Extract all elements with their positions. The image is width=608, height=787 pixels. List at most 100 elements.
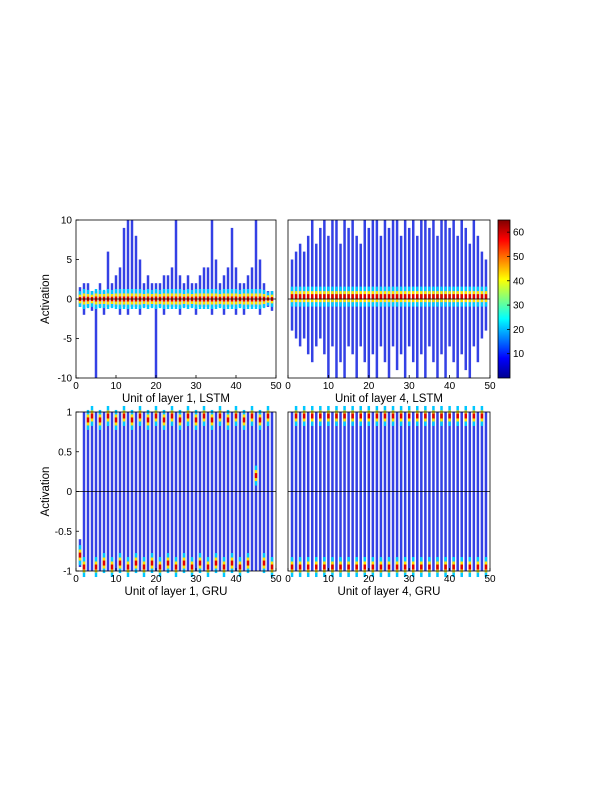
unit-column-3: [86, 409, 90, 571]
unit-density-peak: [290, 294, 294, 300]
unit-density-peak: [452, 294, 455, 300]
unit-density-peak: [302, 294, 306, 300]
unit-density-peak: [399, 294, 403, 300]
x-axis-label: Unit of layer 4, LSTM: [335, 393, 443, 405]
unit-column-38: [226, 409, 230, 571]
unit-column-1: [78, 539, 82, 568]
unit-column-16: [138, 259, 142, 315]
unit-column-6: [310, 405, 314, 571]
unit-column-39: [230, 227, 234, 309]
unit-column-19: [363, 220, 367, 363]
unit-column-15: [134, 235, 138, 309]
unit-range-bar: [355, 235, 358, 378]
unit-density-peak: [178, 417, 182, 423]
unit-column-49: [484, 412, 488, 578]
unit-density-peak: [456, 294, 459, 300]
unit-column-8: [106, 405, 110, 571]
unit-density-peak: [315, 564, 318, 570]
axes-frame: [287, 411, 491, 572]
unit-density-peak: [351, 294, 354, 300]
unit-column-36: [218, 405, 222, 571]
unit-column-27: [395, 220, 399, 371]
unit-density-peak: [158, 564, 162, 570]
unit-range-bar: [214, 259, 218, 307]
unit-range-bar: [122, 227, 126, 307]
x-tick-label: 30: [190, 574, 202, 585]
unit-column-33: [206, 412, 210, 578]
unit-range-bar: [174, 220, 178, 307]
unit-density-peak: [194, 417, 198, 423]
unit-range-bar: [226, 267, 230, 307]
unit-column-40: [448, 227, 451, 347]
unit-column-10: [327, 405, 330, 571]
y-tick-label: 10: [61, 216, 73, 227]
unit-density-peak: [166, 560, 170, 566]
unit-column-30: [194, 409, 198, 571]
unit-column-18: [359, 405, 362, 571]
unit-column-16: [351, 220, 354, 355]
unit-column-7: [102, 412, 106, 574]
unit-density-peak: [302, 413, 306, 419]
unit-column-48: [480, 405, 484, 571]
unit-column-4: [90, 405, 94, 571]
unit-density-peak: [407, 294, 411, 300]
unit-column-1: [78, 287, 82, 307]
unit-column-20: [154, 283, 158, 378]
unit-column-28: [186, 275, 190, 309]
unit-column-11: [118, 412, 122, 574]
unit-density-peak: [122, 413, 126, 419]
unit-density-peak: [238, 564, 242, 570]
unit-column-20: [154, 405, 158, 571]
unit-column-21: [158, 283, 162, 309]
unit-column-19: [363, 412, 367, 578]
unit-column-35: [214, 259, 218, 309]
unit-column-48: [266, 405, 270, 571]
unit-range-bar: [456, 235, 459, 378]
unit-column-5: [94, 412, 98, 578]
unit-density-peak: [472, 294, 476, 300]
unit-column-22: [375, 405, 379, 571]
unit-density-peak: [262, 560, 266, 566]
unit-column-42: [456, 405, 459, 571]
unit-column-29: [190, 283, 194, 309]
unit-column-6: [310, 220, 314, 363]
unit-density-peak: [198, 560, 202, 566]
unit-density-peak: [480, 413, 484, 419]
colorbar-ticks: 10 20 30 40 50 60: [507, 228, 525, 360]
unit-density-peak: [403, 294, 407, 300]
unit-column-45: [254, 220, 258, 309]
unit-density-peak: [387, 564, 391, 570]
unit-density-peak: [411, 564, 415, 570]
unit-density-peak: [310, 294, 314, 300]
x-axis-label: Unit of layer 1, GRU: [125, 586, 228, 598]
unit-column-34: [210, 409, 214, 571]
unit-density-peak: [371, 564, 375, 570]
unit-density-peak: [315, 294, 318, 300]
unit-column-27: [395, 412, 399, 578]
colorbar-tick-label: 50: [513, 252, 525, 263]
unit-density-peak: [339, 294, 342, 300]
unit-density-peak: [162, 417, 166, 423]
unit-column-26: [178, 409, 182, 571]
unit-density-peak: [150, 560, 154, 566]
unit-range-bar: [206, 267, 210, 307]
unit-column-40: [234, 267, 238, 315]
unit-density-peak: [480, 294, 484, 300]
y-axis-label: Activation: [40, 467, 52, 517]
unit-column-17: [355, 235, 358, 378]
unit-column-2: [82, 412, 86, 578]
unit-density-peak: [416, 413, 419, 419]
y-tick-label: 0: [66, 295, 72, 306]
unit-column-2: [294, 251, 298, 339]
unit-column-1: [290, 259, 294, 331]
unit-density-peak: [270, 564, 274, 570]
unit-density-peak: [436, 294, 439, 300]
unit-density-peak: [327, 413, 330, 419]
y-tick-label: 5: [66, 255, 72, 266]
unit-column-24: [383, 405, 387, 571]
unit-density-peak: [472, 413, 476, 419]
unit-column-11: [331, 220, 334, 347]
x-tick-label: 20: [363, 381, 375, 392]
unit-density-peak: [230, 560, 234, 566]
unit-density-peak: [375, 294, 379, 300]
